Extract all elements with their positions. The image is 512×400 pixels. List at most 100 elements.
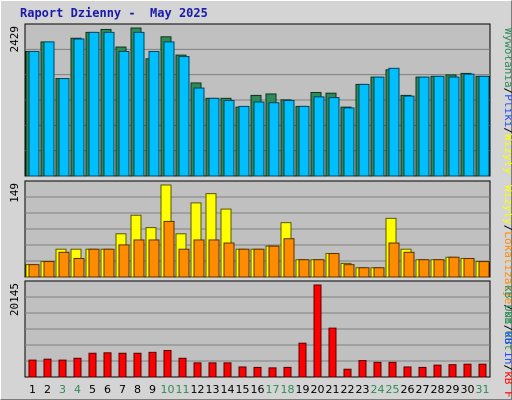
bar-pliki-day-14 [223, 100, 235, 177]
bar-kb-f-day-27 [418, 366, 427, 378]
panel-3-legend: kB Out/kB In/kB F [502, 285, 512, 398]
bar-kb-f-day-6 [103, 352, 112, 378]
bar-kb-f-day-19 [298, 342, 307, 378]
x-tick-label: 20 [311, 383, 325, 396]
panel-2-legend: Wizyty/Lokalizacje/kB Out [502, 185, 512, 351]
bar-kb-f-day-16 [253, 366, 262, 378]
bar-lokalizacje-day-12 [193, 239, 205, 278]
legend-entry: / [502, 325, 512, 332]
legend-entry: kB In [502, 331, 512, 364]
bar-lokalizacje-day-30 [463, 257, 475, 278]
bar-kb-f-day-22 [343, 368, 352, 378]
panel-1-legend: Wywołania/Pliki/Wizyty [502, 28, 512, 174]
bar-pliki-day-8 [133, 31, 145, 177]
bar-lokalizacje-day-19 [298, 259, 310, 278]
legend-entry: / [502, 127, 512, 134]
panel-1-max-label: 2429 [8, 26, 21, 53]
bar-kb-f-day-25 [388, 361, 397, 378]
legend-entry: Pliki [502, 94, 512, 127]
bar-pliki-day-11 [178, 56, 190, 177]
bar-pliki-day-4 [73, 38, 85, 177]
x-tick-label: 6 [104, 383, 111, 396]
bar-pliki-day-7 [118, 50, 130, 177]
bar-pliki-day-26 [403, 95, 415, 177]
bar-kb-f-day-21 [328, 327, 337, 378]
x-tick-label: 4 [74, 383, 81, 396]
bar-kb-f-day-10 [163, 350, 172, 378]
bar-pliki-day-2 [43, 41, 55, 177]
x-tick-label: 29 [446, 383, 460, 396]
bar-kb-f-day-3 [58, 359, 67, 378]
x-tick-label: 11 [176, 383, 190, 396]
bar-pliki-day-23 [358, 83, 370, 177]
bar-pliki-day-18 [283, 100, 295, 177]
bar-kb-f-day-4 [73, 357, 82, 378]
bar-pliki-day-17 [268, 102, 280, 177]
bar-pliki-day-6 [103, 31, 115, 177]
bar-pliki-day-30 [463, 73, 475, 177]
x-tick-label: 19 [296, 383, 310, 396]
bar-pliki-day-25 [388, 67, 400, 177]
bar-pliki-day-20 [313, 96, 325, 177]
bar-pliki-day-24 [373, 76, 385, 177]
bar-lokalizacje-day-6 [103, 248, 115, 278]
bar-pliki-day-3 [58, 78, 70, 177]
bar-lokalizacje-day-16 [253, 248, 265, 278]
bar-pliki-day-31 [478, 75, 490, 177]
bar-lokalizacje-day-11 [178, 248, 190, 278]
bar-lokalizacje-day-24 [373, 267, 385, 278]
legend-entry: / [502, 304, 512, 311]
bar-pliki-day-27 [418, 76, 430, 177]
bar-lokalizacje-day-25 [388, 242, 400, 278]
x-tick-label: 12 [191, 383, 205, 396]
bar-lokalizacje-day-29 [448, 256, 460, 278]
bar-kb-f-day-2 [43, 358, 52, 378]
x-tick-label: 18 [281, 383, 295, 396]
x-tick-label: 25 [386, 383, 400, 396]
bar-kb-f-day-24 [373, 361, 382, 378]
x-tick-label: 15 [236, 383, 250, 396]
bar-lokalizacje-day-9 [148, 239, 160, 278]
bar-lokalizacje-day-26 [403, 251, 415, 278]
legend-entry: kB Out [502, 285, 512, 325]
x-tick-label: 17 [266, 383, 280, 396]
bar-kb-f-day-20 [313, 284, 322, 378]
x-tick-label: 23 [356, 383, 370, 396]
bar-lokalizacje-day-20 [313, 259, 325, 278]
bar-pliki-day-10 [163, 41, 175, 177]
bar-lokalizacje-day-5 [88, 248, 100, 278]
x-tick-label: 14 [221, 383, 235, 396]
bar-kb-f-day-26 [403, 366, 412, 378]
x-tick-label: 22 [341, 383, 355, 396]
x-tick-label: 16 [251, 383, 265, 396]
bar-lokalizacje-day-14 [223, 242, 235, 278]
bar-pliki-day-21 [328, 97, 340, 177]
x-tick-label: 24 [371, 383, 385, 396]
x-tick-label: 13 [206, 383, 220, 396]
x-tick-label: 8 [134, 383, 141, 396]
bar-lokalizacje-day-15 [238, 248, 250, 278]
bar-kb-f-day-17 [268, 367, 277, 378]
bar-kb-f-day-29 [448, 364, 457, 378]
bar-pliki-day-9 [148, 50, 160, 177]
bar-pliki-day-5 [88, 31, 100, 177]
x-tick-label: 2 [44, 383, 51, 396]
panel-3-max-label: 20145 [8, 283, 21, 316]
bar-kb-f-day-31 [478, 363, 487, 378]
x-tick-label: 1 [29, 383, 36, 396]
x-tick-label: 3 [59, 383, 66, 396]
x-tick-label: 27 [416, 383, 430, 396]
bar-pliki-day-1 [28, 50, 40, 177]
bar-kb-f-day-1 [28, 359, 37, 378]
bar-pliki-day-19 [298, 105, 310, 177]
bar-kb-f-day-12 [193, 362, 202, 378]
bar-kb-f-day-13 [208, 362, 217, 378]
legend-entry: / [502, 225, 512, 232]
legend-entry: / [502, 365, 512, 372]
x-tick-label: 31 [476, 383, 490, 396]
bar-lokalizacje-day-3 [58, 251, 70, 278]
x-tick-label: 10 [161, 383, 175, 396]
x-tick-label: 5 [89, 383, 96, 396]
legend-entry: Wizyty [502, 185, 512, 225]
